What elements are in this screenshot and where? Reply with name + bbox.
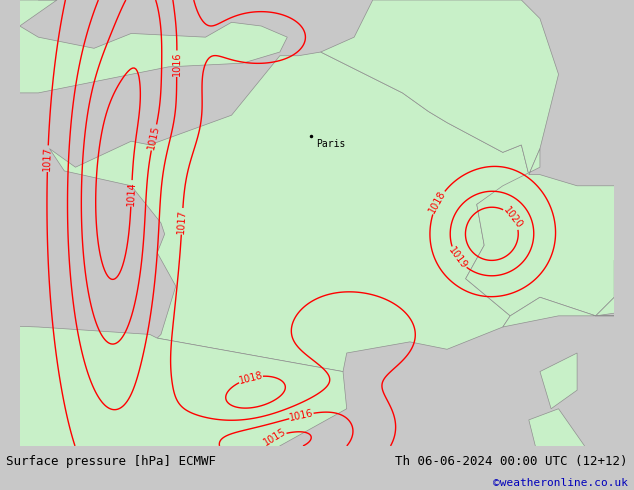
Polygon shape	[49, 52, 529, 371]
Polygon shape	[540, 353, 577, 409]
Text: 1019: 1019	[446, 245, 469, 271]
Text: 1017: 1017	[42, 146, 53, 171]
Text: 1015: 1015	[146, 124, 162, 150]
Polygon shape	[1, 0, 287, 93]
Polygon shape	[465, 148, 634, 316]
Text: 1018: 1018	[238, 370, 264, 386]
Polygon shape	[529, 409, 585, 490]
Polygon shape	[321, 0, 559, 174]
Text: 1017: 1017	[176, 209, 188, 234]
Text: 1015: 1015	[261, 426, 288, 448]
Polygon shape	[503, 223, 634, 327]
Text: 1018: 1018	[427, 189, 448, 216]
Text: ©weatheronline.co.uk: ©weatheronline.co.uk	[493, 478, 628, 489]
Polygon shape	[0, 316, 347, 490]
Text: Surface pressure [hPa] ECMWF: Surface pressure [hPa] ECMWF	[6, 455, 216, 468]
Text: Th 06-06-2024 00:00 UTC (12+12): Th 06-06-2024 00:00 UTC (12+12)	[395, 455, 628, 468]
Text: Paris: Paris	[316, 139, 346, 149]
Text: 1016: 1016	[288, 408, 314, 423]
Text: 1020: 1020	[501, 205, 524, 231]
Text: 1016: 1016	[172, 51, 182, 76]
Text: 1014: 1014	[126, 181, 137, 206]
